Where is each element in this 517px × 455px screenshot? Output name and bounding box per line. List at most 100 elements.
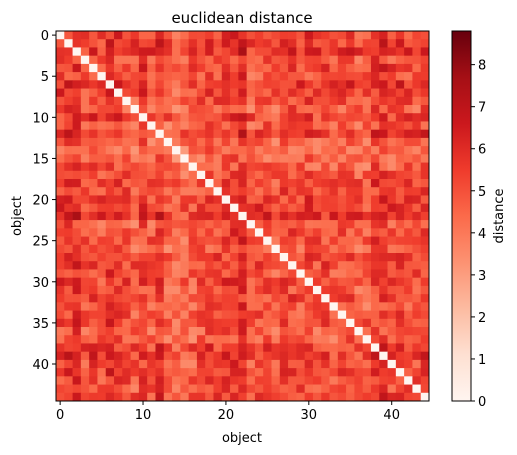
heatmap-cell [288, 318, 297, 328]
heatmap-cell [114, 211, 123, 221]
heatmap-cell [205, 195, 214, 205]
heatmap-cell [114, 88, 123, 98]
heatmap-cell [370, 253, 380, 262]
heatmap-cell [387, 211, 397, 221]
heatmap-cell [196, 310, 206, 320]
heatmap-cell [238, 170, 247, 180]
heatmap-cell [279, 47, 289, 57]
heatmap-cell [172, 220, 181, 229]
heatmap-cell [163, 244, 173, 254]
heatmap-cell [97, 302, 107, 311]
heatmap-cell [97, 137, 107, 147]
heatmap-cell [279, 351, 289, 361]
heatmap-cell [395, 359, 405, 369]
heatmap-cell [379, 88, 388, 98]
heatmap-cell [337, 170, 347, 180]
heatmap-cell [395, 129, 405, 139]
heatmap-cell [72, 96, 82, 106]
heatmap-cell [80, 154, 90, 163]
heatmap-cell [105, 236, 115, 246]
heatmap-cell [370, 170, 380, 180]
heatmap-cell [147, 310, 156, 320]
heatmap-cell [279, 211, 289, 221]
heatmap-cell [230, 376, 239, 385]
heatmap-cell [64, 88, 73, 98]
heatmap-cell [346, 195, 355, 205]
heatmap-cell [271, 211, 281, 221]
heatmap-cell [387, 80, 397, 89]
heatmap-cell [346, 302, 355, 311]
heatmap-cell [147, 88, 156, 98]
heatmap-cell [172, 384, 181, 394]
heatmap-cell [279, 392, 289, 402]
heatmap-cell [354, 285, 364, 295]
heatmap-cell [395, 384, 405, 394]
heatmap-cell [196, 31, 206, 40]
heatmap-cell [155, 302, 165, 311]
heatmap-cell [362, 170, 372, 180]
heatmap-cell [354, 211, 364, 221]
heatmap-cell [238, 351, 247, 361]
heatmap-cell [122, 269, 131, 279]
heatmap-cell [337, 351, 347, 361]
heatmap-cell [395, 392, 405, 402]
heatmap-cell [346, 220, 355, 229]
heatmap-cell [180, 253, 189, 262]
heatmap-cell [404, 187, 413, 196]
heatmap-cell [196, 359, 206, 369]
heatmap-cell [130, 187, 140, 196]
heatmap-cell [304, 269, 314, 279]
heatmap-cell [362, 96, 372, 106]
heatmap-cell [180, 392, 189, 402]
heatmap-cell [122, 31, 131, 40]
heatmap-cell [205, 203, 214, 213]
heatmap-cell [188, 376, 198, 385]
heatmap-cell [312, 162, 322, 172]
heatmap-cell [246, 277, 256, 287]
heatmap-cell [279, 261, 289, 270]
heatmap-cell [238, 31, 247, 40]
heatmap-cell [155, 211, 165, 221]
heatmap-cell [180, 113, 189, 122]
heatmap-cell [163, 343, 173, 353]
heatmap-cell [64, 146, 73, 155]
plot-frame [55, 30, 430, 402]
heatmap-cell [114, 170, 123, 180]
heatmap-cell [147, 129, 156, 139]
heatmap-cell [130, 195, 140, 205]
heatmap-cell [387, 154, 397, 163]
heatmap-cell [246, 154, 256, 163]
heatmap-cell [105, 121, 115, 131]
heatmap-cell [263, 310, 272, 320]
heatmap-cell [188, 154, 198, 163]
heatmap-cell [221, 277, 231, 287]
heatmap-cell [404, 269, 413, 279]
heatmap-cell [379, 195, 388, 205]
heatmap-cell [288, 392, 297, 402]
heatmap-cell [279, 162, 289, 172]
heatmap-cell [354, 162, 364, 172]
heatmap-cell [188, 228, 198, 237]
heatmap-cell [180, 179, 189, 188]
heatmap-cell [321, 88, 330, 98]
heatmap-cell [56, 269, 65, 279]
heatmap-cell [238, 203, 247, 213]
heatmap-cell [387, 384, 397, 394]
heatmap-cell [362, 63, 372, 73]
heatmap-cell [130, 47, 140, 57]
heatmap-cell [370, 179, 380, 188]
heatmap-cell [196, 228, 206, 237]
heatmap-cell [138, 384, 148, 394]
heatmap-cell [56, 129, 65, 139]
heatmap-cell [147, 343, 156, 353]
heatmap-cell [387, 96, 397, 106]
heatmap-cell [64, 327, 73, 336]
heatmap-cell [420, 31, 430, 40]
heatmap-cell [379, 228, 388, 237]
heatmap-cell [370, 351, 380, 361]
heatmap-cell [122, 146, 131, 155]
heatmap-cell [80, 376, 90, 385]
heatmap-cell [130, 88, 140, 98]
heatmap-cell [279, 129, 289, 139]
heatmap-cell [196, 327, 206, 336]
